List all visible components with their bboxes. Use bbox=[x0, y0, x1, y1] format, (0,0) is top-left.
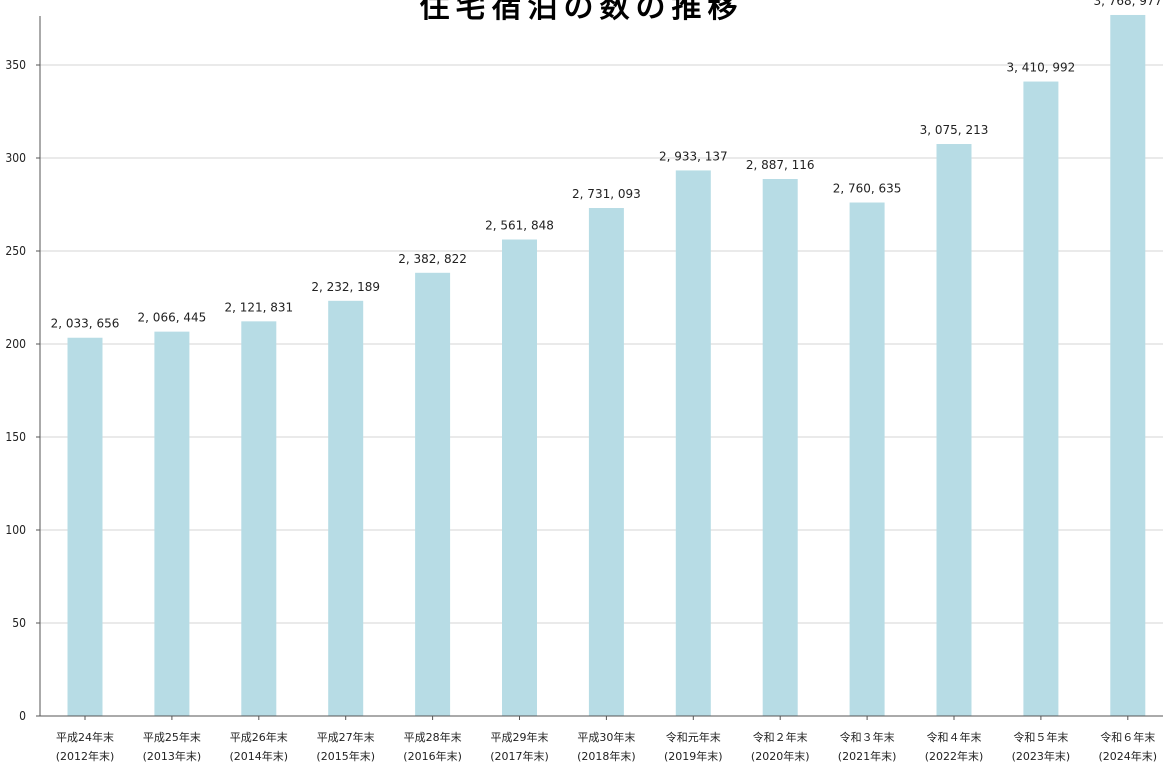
y-tick-label: 0 bbox=[19, 709, 26, 723]
bar bbox=[762, 178, 798, 716]
x-tick-label: 令和３年末 bbox=[840, 730, 895, 744]
data-label: 2, 731, 093 bbox=[572, 187, 641, 201]
x-tick-label: 平成30年末 bbox=[577, 730, 635, 744]
y-tick-label: 50 bbox=[12, 616, 26, 630]
x-tick-sublabel: (2014年末) bbox=[230, 749, 289, 763]
data-label: 2, 033, 656 bbox=[51, 317, 120, 331]
x-tick-label: 平成26年末 bbox=[230, 730, 288, 744]
x-tick-label: 令和２年末 bbox=[753, 730, 808, 744]
data-label: 2, 121, 831 bbox=[224, 300, 293, 314]
data-label: 2, 066, 445 bbox=[138, 311, 207, 325]
y-tick-label: 100 bbox=[5, 523, 26, 537]
x-tick-sublabel: (2021年末) bbox=[838, 749, 897, 763]
x-tick-sublabel: (2017年末) bbox=[490, 749, 549, 763]
y-tick-label: 150 bbox=[5, 430, 26, 444]
x-tick-label: 平成27年末 bbox=[317, 730, 375, 744]
x-tick-label: 平成28年末 bbox=[404, 730, 462, 744]
data-label: 3, 410, 992 bbox=[1007, 61, 1076, 75]
x-tick-sublabel: (2019年末) bbox=[664, 749, 723, 763]
y-tick-label: 200 bbox=[5, 337, 26, 351]
bar bbox=[415, 272, 451, 716]
bars bbox=[67, 14, 1146, 717]
x-tick-label: 平成24年末 bbox=[56, 730, 114, 744]
y-tick-label: 250 bbox=[5, 244, 26, 258]
bar bbox=[1023, 81, 1059, 717]
bar bbox=[154, 331, 190, 716]
x-tick-sublabel: (2018年末) bbox=[577, 749, 636, 763]
bar bbox=[67, 337, 103, 716]
bar bbox=[502, 239, 537, 716]
chart-title: 住宅宿泊の数の推移 bbox=[419, 0, 744, 25]
y-tick-label: 350 bbox=[5, 58, 26, 72]
data-label: 2, 382, 822 bbox=[398, 252, 467, 266]
data-labels: 2, 033, 656 2, 066, 445 2, 121, 831 2, 232,… bbox=[51, 0, 1163, 331]
x-tick-label: 令和４年末 bbox=[927, 730, 982, 744]
x-tick-sublabel: (2012年末) bbox=[56, 749, 115, 763]
data-label: 3, 768, 977 bbox=[1093, 0, 1162, 8]
x-tick-sublabel: (2016年末) bbox=[403, 749, 462, 763]
data-label: 2, 232, 189 bbox=[311, 280, 380, 294]
bar bbox=[936, 144, 972, 716]
bar bbox=[849, 202, 885, 716]
bar bbox=[675, 170, 711, 716]
x-tick-sublabel: (2020年末) bbox=[751, 749, 810, 763]
bar bbox=[241, 321, 277, 716]
x-tick-label: 令和５年末 bbox=[1013, 730, 1068, 744]
data-label: 2, 887, 116 bbox=[746, 158, 815, 172]
x-tick-label: 平成25年末 bbox=[143, 730, 201, 744]
x-tick-sublabel: (2013年末) bbox=[143, 749, 202, 763]
y-tick-label: 300 bbox=[5, 151, 26, 165]
bar bbox=[1110, 14, 1146, 717]
data-label: 3, 075, 213 bbox=[920, 123, 989, 137]
data-label: 2, 760, 635 bbox=[833, 182, 902, 196]
x-tick-label: 令和元年末 bbox=[666, 730, 721, 744]
x-tick-label: 令和６年末 bbox=[1100, 730, 1155, 744]
x-tick-sublabel: (2015年末) bbox=[316, 749, 375, 763]
x-tick-sublabel: (2023年末) bbox=[1012, 749, 1071, 763]
bar bbox=[588, 208, 624, 716]
data-label: 2, 561, 848 bbox=[485, 218, 554, 232]
x-tick-label: 平成29年末 bbox=[491, 730, 549, 744]
bar bbox=[328, 300, 364, 716]
x-tick-sublabel: (2024年末) bbox=[1099, 749, 1158, 763]
axes: 0 50 100 150 200 250 300 350 平成24年末 (2012年末) 平成25年… bbox=[5, 16, 1163, 763]
x-tick-sublabel: (2022年末) bbox=[925, 749, 984, 763]
data-label: 2, 933, 137 bbox=[659, 149, 728, 163]
